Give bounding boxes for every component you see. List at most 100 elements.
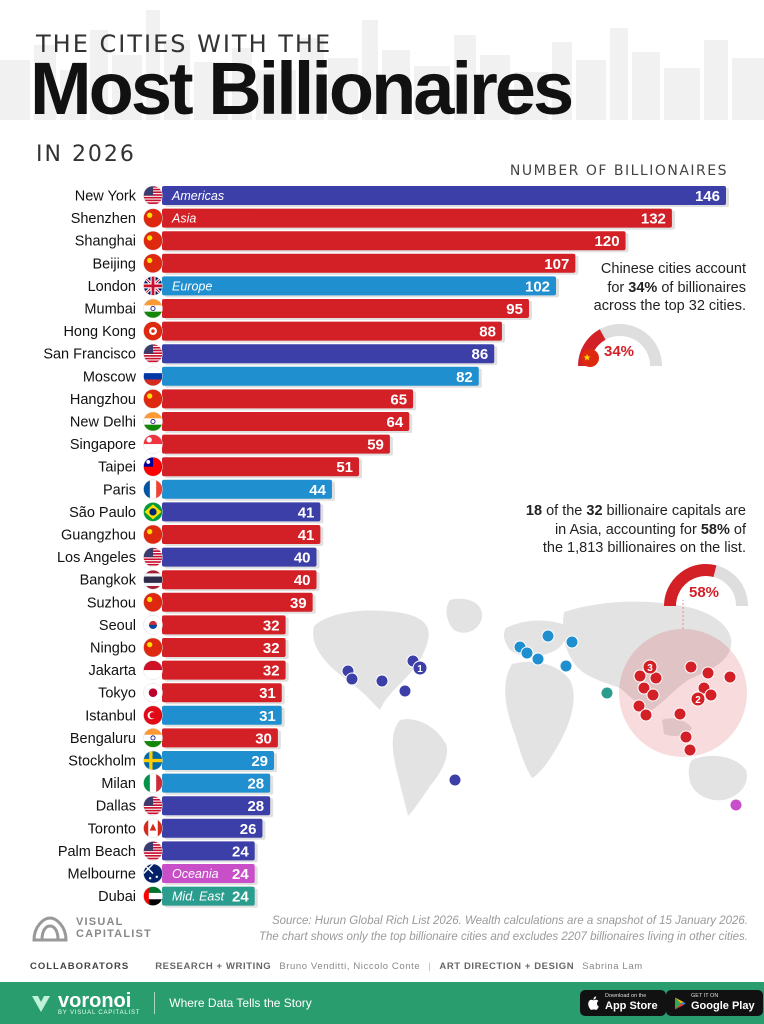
bar [162,570,317,590]
bar-row: Melbourne 24 Oceania [67,863,258,885]
value-label: 44 [309,482,326,499]
value-label: 82 [456,369,473,386]
region-label: Oceania [172,867,219,881]
category-label: Shenzhen [71,211,136,227]
bar-row: Istanbul 31 [85,705,285,727]
region-label: Asia [171,212,196,226]
category-label: Istanbul [85,708,136,724]
bar [162,479,332,499]
collaborators: COLLABORATORS RESEARCH + WRITING Bruno V… [30,961,643,972]
map-marker-1: 1 [412,660,428,676]
china-donut [578,324,662,367]
cn-flag-icon [143,230,163,251]
category-label: Hangzhou [70,392,136,408]
bar-row: Taipei 51 [98,456,363,479]
value-label: 31 [259,708,276,725]
value-label: 40 [294,572,311,589]
category-label: Singapore [70,437,136,453]
bar-row: Toronto 26 [88,818,266,840]
bar [162,389,414,409]
kr-flag-icon [143,615,163,635]
cn-flag-icon [581,349,599,367]
category-label: Milan [101,776,136,792]
asia-note-line1: 18 of the 32 billionaire capitals are [525,503,746,519]
value-label: 39 [290,595,307,612]
asia-note-line2: in Asia, accounting for 58% of [554,521,746,538]
bar [162,751,275,770]
value-label: 146 [695,188,720,205]
category-label: Paris [103,482,136,498]
map-marker-3: 3 [642,659,658,675]
ca-flag-icon [143,818,163,839]
chart-year: IN 2026 [36,142,136,167]
in-flag-icon [143,298,163,319]
us-flag-icon [143,185,163,206]
research-role: RESEARCH + WRITING [155,961,272,972]
bar [162,412,410,431]
bar-row: Tokyo 31 [98,682,285,705]
category-label: Jakarta [88,663,136,679]
bar [162,457,360,477]
value-label: 28 [247,776,264,793]
category-label: Seoul [99,618,136,634]
tw-flag-icon [143,456,163,477]
source-line2: The chart shows only the top billionaire… [258,930,748,943]
bar-row: New York 146 Americas [75,185,729,207]
value-label: 29 [251,753,268,770]
value-label: 24 [232,889,249,906]
voronoi-brand: voronoi [58,990,132,1012]
value-label: 59 [367,437,384,454]
category-label: Suzhou [87,595,136,611]
bar-row: Mumbai 95 [84,298,532,320]
google-play-button[interactable]: GET IT ON Google Play [666,990,763,1016]
category-label: Moscow [83,369,137,385]
bar [162,796,271,816]
category-label: Bangkok [80,573,137,589]
bar-row: Los Angeles 40 [57,547,320,569]
value-label: 32 [263,617,280,634]
category-label: Toronto [88,821,136,837]
app-store-button[interactable]: Download on the App Store [580,990,666,1016]
voronoi-logo[interactable]: voronoi BY VISUAL CAPITALIST [30,990,140,1016]
value-label: 41 [298,504,315,521]
category-label: Guangzhou [61,528,136,544]
th-flag-icon [143,569,163,590]
bar [162,253,576,273]
value-label: 64 [387,414,404,431]
category-label: London [88,279,136,295]
bar-row: São Paulo 41 [69,502,324,524]
category-label: Los Angeles [57,550,136,566]
cn-flag-icon [143,524,163,545]
value-label: 28 [247,798,264,815]
bar-row: Guangzhou 41 [61,524,324,546]
bar [162,547,317,567]
bar [162,208,672,228]
google-play-big: Google Play [691,999,755,1012]
bar-row: Hong Kong 88 [63,321,505,343]
footer-divider [154,992,156,1014]
bar-row: Moscow 82 [83,366,482,388]
bar-row: London 102 Europe [88,276,560,298]
apple-icon [588,996,599,1010]
bar-row: Seoul 32 [99,615,289,637]
category-label: Mumbai [84,302,136,318]
bar-row: Dallas 28 [96,795,274,818]
china-note-line3: across the top 32 cities. [593,298,746,315]
value-label: 51 [336,459,353,476]
bar [162,276,557,296]
bar-row: Dubai 24 Mid. East [98,886,258,908]
vc-line2: CAPITALIST [76,928,152,940]
value-label: 107 [544,256,569,273]
bar [162,525,321,544]
bar-row: Stockholm 29 [68,750,278,772]
us-flag-icon [143,795,163,816]
value-label: 32 [263,640,280,657]
bar-row: Jakarta 32 [88,660,289,682]
cn-flag-icon [143,208,163,228]
vc-logo-icon [32,916,68,942]
bar-row: Bangkok 40 [80,569,320,592]
category-label: Hong Kong [63,324,136,340]
value-label: 41 [298,527,315,544]
value-label: 40 [294,550,311,567]
